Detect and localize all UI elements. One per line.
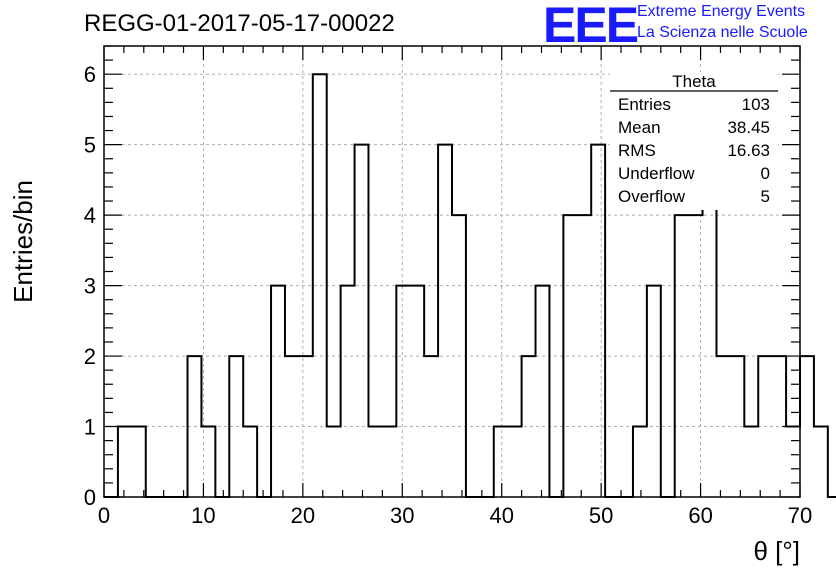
tick-layer [103,45,801,498]
y-tick-label: 1 [84,415,96,440]
histogram-bin [563,215,577,497]
y-tick-label: 4 [84,203,96,228]
x-tick-label: 50 [589,503,613,528]
x-tick-label: 70 [788,503,812,528]
histogram-layer [104,73,836,498]
stats-box: Theta Entries 103 Mean 38.45 RMS 16.63 U… [610,72,778,210]
stat-value-mean: 38.45 [727,118,770,137]
histogram-bin [410,286,424,497]
histogram-bin [744,427,758,497]
histogram-bin [508,427,522,497]
logo-caption-line1: Extreme Energy Events [637,3,806,20]
histogram-bin [647,286,661,497]
histogram-bin [800,356,814,497]
stat-value-rms: 16.63 [727,141,770,160]
histogram-bin [396,286,410,497]
histogram-bin [327,427,341,497]
histogram-bin [591,145,605,497]
logo-caption-line2: La Scienza nelle Scuole [637,24,808,41]
histogram-bin [522,356,536,497]
histogram-bin [786,427,800,497]
histogram-bin [633,427,647,497]
stats-box-background [610,72,778,210]
y-tick-label: 0 [84,485,96,510]
histogram-bin [341,286,355,497]
histogram-bin [355,145,369,497]
histogram-title: REGG-01-2017-05-17-00022 [84,10,395,37]
y-tick-label: 6 [84,62,96,87]
stat-label-overflow: Overflow [618,187,686,206]
histogram-bin [132,427,146,497]
histogram-bin [382,427,396,497]
stat-label-underflow: Underflow [618,164,695,183]
histogram-bin [118,427,132,497]
eee-logo: EEE [543,0,639,53]
stat-label-mean: Mean [618,118,661,137]
histogram-bin [368,427,382,497]
stat-label-rms: RMS [618,141,656,160]
y-tick-label: 5 [84,133,96,158]
histogram-bin [494,427,508,497]
histogram-bin [271,286,285,497]
x-tick-label: 60 [688,503,712,528]
y-tick-label: 2 [84,344,96,369]
x-axis-title: θ [°] [753,536,800,566]
y-axis-title: Entries/bin [8,180,38,303]
histogram-bin [243,427,257,497]
histogram-bin [536,286,550,497]
x-tick-label: 40 [489,503,513,528]
stats-title: Theta [672,72,716,91]
stat-value-entries: 103 [742,95,770,114]
x-tick-label: 20 [291,503,315,528]
stat-value-overflow: 5 [761,187,770,206]
stat-label-entries: Entries [618,95,671,114]
x-tick-label: 30 [390,503,414,528]
x-tick-label: 0 [98,503,110,528]
stat-value-underflow: 0 [761,164,770,183]
histogram-bin [438,145,452,497]
x-tick-label: 10 [191,503,215,528]
y-tick-label: 3 [84,274,96,299]
histogram-bin [814,427,828,497]
histogram-outline [104,73,836,498]
